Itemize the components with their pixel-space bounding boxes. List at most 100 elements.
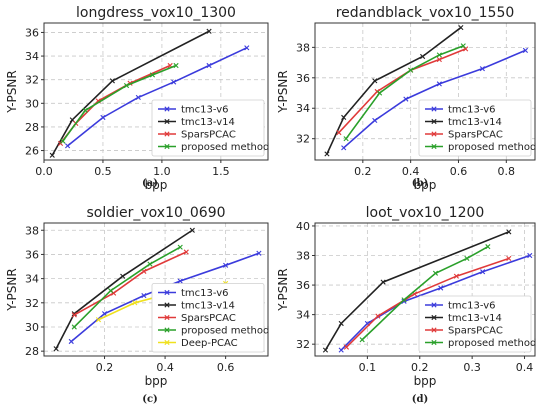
data-point xyxy=(372,78,378,84)
x-tick-label: 0.4 xyxy=(156,361,174,374)
legend-label: SparsPCAC xyxy=(448,326,503,337)
x-tick-label: 0.4 xyxy=(402,165,420,178)
y-tick-label: 28 xyxy=(25,121,39,134)
data-point xyxy=(324,151,330,157)
y-tick-label: 32 xyxy=(296,133,310,146)
legend-label: proposed method xyxy=(181,142,269,153)
x-tick-label: 0.4 xyxy=(516,361,534,374)
data-point xyxy=(338,347,344,353)
series-line-tmc13-v14 xyxy=(324,231,510,351)
plot-area xyxy=(314,222,536,357)
data-point xyxy=(53,346,59,352)
data-point xyxy=(522,47,529,53)
data-point xyxy=(49,152,55,158)
x-tick-label: 0.8 xyxy=(498,165,516,178)
data-point xyxy=(109,78,115,84)
series-line-tmc13-v6 xyxy=(343,49,526,149)
data-point xyxy=(147,261,153,267)
legend-label: tmc13-v6 xyxy=(181,105,229,116)
y-axis-label: Y-PSNR xyxy=(276,268,290,311)
legend-label: tmc13-v14 xyxy=(448,313,502,324)
legend-marker xyxy=(164,314,170,321)
data-point xyxy=(223,262,229,268)
y-tick-label: 36 xyxy=(296,279,310,292)
x-tick-label: 1.5 xyxy=(212,165,230,178)
chart-title: soldier_vox10_0690 xyxy=(86,205,225,221)
x-tick-label: 0.0 xyxy=(35,165,53,178)
data-point xyxy=(375,313,381,319)
legend-marker xyxy=(164,302,170,308)
legend-marker xyxy=(164,131,170,137)
data-point xyxy=(82,107,88,113)
data-point xyxy=(527,252,533,259)
legend-marker xyxy=(164,106,170,112)
data-point xyxy=(177,244,183,250)
data-point xyxy=(123,83,130,89)
data-point xyxy=(60,138,66,144)
panel-caption: (d) xyxy=(412,394,428,405)
data-point xyxy=(183,249,189,255)
legend-marker xyxy=(431,339,437,346)
y-axis-label: Y-PSNR xyxy=(276,70,290,113)
data-point xyxy=(376,90,383,96)
data-point xyxy=(189,227,195,233)
y-tick-label: 30 xyxy=(25,321,39,334)
legend-box xyxy=(418,295,532,353)
data-point xyxy=(120,273,126,279)
data-point xyxy=(420,53,426,60)
x-tick-label: 0.6 xyxy=(450,165,468,178)
series-line-tmc13-v6 xyxy=(340,254,531,351)
data-point xyxy=(71,324,77,330)
x-tick-label: 0.1 xyxy=(359,361,377,374)
y-axis-label: Y-PSNR xyxy=(5,70,19,113)
data-point xyxy=(506,229,512,235)
legend-marker xyxy=(431,143,437,150)
data-point xyxy=(95,317,102,323)
y-axis-label: Y-PSNR xyxy=(5,268,19,311)
x-tick-label: 0.3 xyxy=(463,361,481,374)
data-point xyxy=(343,136,349,142)
legend-marker xyxy=(164,327,170,333)
legend-label: tmc13-v14 xyxy=(181,117,235,128)
legend-label: tmc13-v6 xyxy=(448,301,496,312)
data-point xyxy=(408,67,414,73)
data-point xyxy=(101,311,108,317)
y-tick-label: 32 xyxy=(25,74,39,87)
legend-label: tmc13-v14 xyxy=(448,117,502,128)
data-point xyxy=(401,297,407,303)
data-point xyxy=(256,250,262,256)
data-point xyxy=(141,292,147,299)
legend-label: proposed method xyxy=(448,338,536,349)
legend-label: SparsPCAC xyxy=(181,130,236,141)
x-axis-label: bpp xyxy=(145,178,168,192)
data-point xyxy=(460,43,466,49)
legend-label: tmc13-v6 xyxy=(181,288,229,299)
x-axis-label: bpp xyxy=(145,374,168,388)
series-line-sparspcac xyxy=(73,251,187,316)
y-tick-label: 36 xyxy=(296,72,310,85)
data-point xyxy=(479,66,485,72)
legend-marker xyxy=(431,106,437,112)
legend-label: tmc13-v6 xyxy=(448,105,496,116)
data-point xyxy=(436,81,442,87)
plot-area xyxy=(43,22,269,161)
data-point xyxy=(149,72,156,78)
legend-label: SparsPCAC xyxy=(448,130,503,141)
chart-title: redandblack_vox10_1550 xyxy=(336,5,515,21)
x-tick-label: 0.2 xyxy=(411,361,429,374)
legend-marker xyxy=(431,118,437,125)
data-point xyxy=(206,28,212,34)
data-point xyxy=(485,244,491,250)
data-point xyxy=(71,312,77,318)
data-point xyxy=(336,130,342,136)
y-tick-label: 32 xyxy=(25,297,39,310)
y-tick-label: 30 xyxy=(25,97,39,110)
legend-label: tmc13-v14 xyxy=(181,301,235,312)
y-tick-label: 40 xyxy=(296,220,310,233)
data-point xyxy=(436,56,442,63)
